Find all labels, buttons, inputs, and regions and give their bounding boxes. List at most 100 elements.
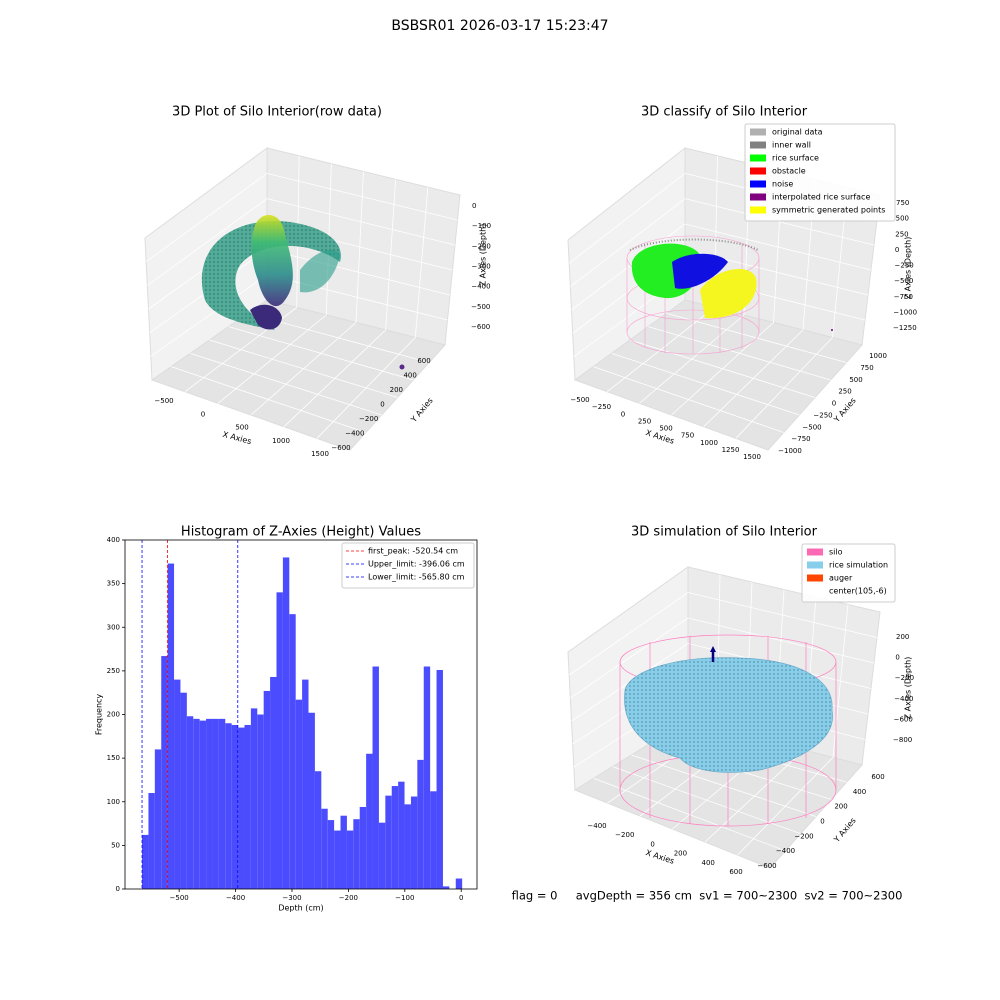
legend-swatch: [750, 167, 766, 175]
y-tick-label: 350: [107, 580, 120, 588]
z-tick-label: −500: [894, 277, 913, 285]
bar: [199, 720, 207, 889]
bar: [423, 666, 431, 889]
panel-title: 3D classify of Silo Interior: [641, 105, 808, 120]
y-tick-label: −400: [345, 430, 364, 438]
y-axis-label: Frequency: [95, 694, 104, 736]
z-tick-label: 500: [896, 215, 909, 223]
legend-box: [801, 543, 896, 603]
y-tick-label: −1000: [778, 447, 802, 455]
surface-texture: [624, 657, 833, 773]
bar: [295, 699, 303, 889]
pane-grid: [147, 198, 268, 286]
y-tick-label: −400: [776, 847, 795, 855]
legend-label: Upper_limit: -396.06 cm: [368, 560, 465, 569]
bar: [359, 806, 367, 889]
panel-2-cloud: [626, 235, 833, 355]
y-tick-label: −250: [813, 411, 832, 419]
bar: [436, 670, 443, 889]
bar: [346, 830, 354, 889]
y-tick-label: 200: [107, 711, 120, 719]
z-tick-label: −1250: [893, 324, 917, 332]
bar: [270, 676, 277, 889]
bar: [391, 786, 399, 889]
legend-label: rice surface: [772, 154, 819, 163]
bar: [308, 712, 315, 889]
z-tick-label: −1000: [893, 308, 917, 316]
legend-label: first_peak: -520.54 cm: [368, 547, 458, 556]
x-tick-label: 750: [681, 432, 694, 440]
pane-grid: [832, 604, 849, 758]
legend-box: [744, 123, 896, 222]
pane-grid: [150, 274, 268, 357]
x-axis-label: Depth (cm): [278, 904, 323, 913]
legend-swatch: [807, 561, 823, 569]
bar: [212, 718, 219, 889]
x-tick-label: −400: [587, 822, 606, 830]
y-tick-label: 50: [111, 841, 120, 849]
bar: [148, 793, 155, 889]
legend-box: [341, 542, 475, 589]
panel-title: 3D simulation of Silo Interior: [631, 525, 818, 540]
z-axis-label: Z Axies (Depth): [904, 237, 913, 300]
bar: [353, 819, 360, 889]
y-tick-label: −600: [757, 862, 776, 870]
z-tick-label: 200: [896, 633, 909, 641]
x-tick-label: 1000: [700, 439, 718, 447]
bar: [327, 820, 335, 889]
y-tick-label: 0: [116, 885, 120, 893]
auger: [710, 646, 716, 652]
y-axis-label: Y Axies: [409, 396, 435, 425]
bar: [321, 808, 328, 889]
x-tick-label: 500: [235, 424, 248, 432]
x-tick-label: 500: [659, 425, 672, 433]
bar: [186, 716, 194, 889]
x-tick-label: 1500: [311, 450, 329, 458]
pane-grid: [570, 617, 689, 699]
y-axis-label: Y Axies: [832, 816, 858, 845]
outlier: [831, 329, 833, 331]
y-tick-label: −200: [359, 415, 378, 423]
legend-label: symmetric generated points: [772, 206, 885, 215]
legend-label: center(105,-6): [829, 587, 887, 596]
bar: [154, 749, 162, 889]
bar: [206, 718, 213, 889]
x-tick-label: −500: [570, 396, 589, 404]
legend-swatch: [807, 587, 823, 595]
legend-swatch: [750, 154, 766, 162]
y-tick-label: 400: [107, 536, 120, 544]
legend-swatch: [750, 128, 766, 136]
bar: [302, 679, 309, 889]
legend-swatch: [750, 206, 766, 214]
bar: [417, 759, 424, 889]
y-tick-label: 100: [107, 798, 120, 806]
x-tick-label: −250: [592, 403, 611, 411]
x-tick-label: 0: [459, 894, 463, 902]
legend-label: rice simulation: [829, 561, 888, 570]
z-tick-label: 250: [895, 230, 908, 238]
bar: [385, 795, 392, 889]
x-tick-label: −400: [226, 894, 245, 902]
pane-grid: [568, 173, 686, 264]
pane-grid: [145, 173, 268, 262]
bar: [257, 714, 264, 889]
z-tick-label: −300: [472, 263, 491, 271]
legend-label: inner wall: [772, 141, 811, 150]
panel-3d: [567, 146, 881, 451]
y-tick-label: 750: [860, 364, 873, 372]
bar: [263, 690, 271, 889]
legend-swatch: [750, 193, 766, 201]
cloud: [629, 238, 759, 251]
y-tick-label: 1000: [869, 352, 887, 360]
y-tick-label: 250: [838, 388, 851, 396]
cloud: [251, 214, 293, 307]
cloud: [300, 250, 340, 293]
legend-swatch: [807, 574, 823, 582]
cloud: [250, 304, 282, 330]
z-tick-label: −400: [471, 283, 490, 291]
bar: [404, 804, 411, 889]
pane-grid: [568, 592, 689, 676]
x-tick-label: −200: [339, 894, 358, 902]
y-tick-label: 600: [871, 773, 884, 781]
panel-3d: [144, 147, 461, 451]
